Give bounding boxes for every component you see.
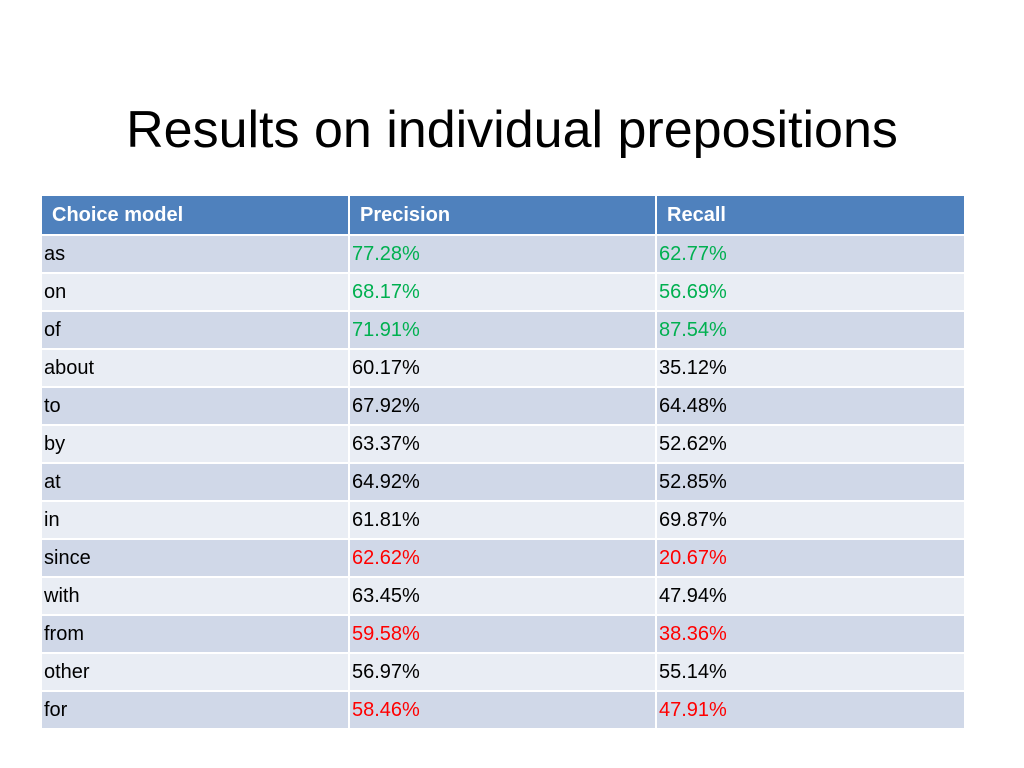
recall-cell: 52.62% (656, 425, 964, 464)
table-header-row: Choice model Precision Recall (42, 196, 964, 236)
row-label-cell: by (42, 425, 350, 464)
table-body: as 77.28% 62.77% on 68.17% 56.69% of 71.91% 87.5… (42, 235, 964, 730)
recall-cell: 20.67% (656, 539, 964, 578)
precision-cell: 63.37% (349, 425, 657, 464)
recall-cell: 55.14% (656, 653, 964, 692)
precision-cell: 67.92% (349, 387, 657, 426)
recall-cell: 52.85% (656, 463, 964, 502)
table-row: since 62.62% 20.67% (42, 539, 964, 578)
recall-cell: 69.87% (656, 501, 964, 540)
recall-cell: 47.91% (656, 691, 964, 730)
recall-cell: 38.36% (656, 615, 964, 654)
table-row: as 77.28% 62.77% (42, 235, 964, 274)
table-row: to 67.92% 64.48% (42, 387, 964, 426)
table-row: for 58.46% 47.91% (42, 691, 964, 730)
precision-cell: 77.28% (349, 235, 657, 274)
recall-cell: 62.77% (656, 235, 964, 274)
table-row: about 60.17% 35.12% (42, 349, 964, 388)
table-row: from 59.58% 38.36% (42, 615, 964, 654)
precision-cell: 61.81% (349, 501, 657, 540)
precision-cell: 63.45% (349, 577, 657, 616)
row-label-cell: on (42, 273, 350, 312)
table-row: other 56.97% 55.14% (42, 653, 964, 692)
row-label-cell: as (42, 235, 350, 274)
row-label-cell: with (42, 577, 350, 616)
column-header-recall: Recall (656, 196, 964, 236)
precision-cell: 68.17% (349, 273, 657, 312)
recall-cell: 47.94% (656, 577, 964, 616)
recall-cell: 64.48% (656, 387, 964, 426)
table-row: on 68.17% 56.69% (42, 273, 964, 312)
row-label-cell: about (42, 349, 350, 388)
row-label-cell: at (42, 463, 350, 502)
slide-title: Results on individual prepositions (126, 101, 898, 159)
precision-cell: 58.46% (349, 691, 657, 730)
recall-cell: 35.12% (656, 349, 964, 388)
precision-cell: 60.17% (349, 349, 657, 388)
row-label-cell: to (42, 387, 350, 426)
precision-cell: 56.97% (349, 653, 657, 692)
precision-cell: 62.62% (349, 539, 657, 578)
precision-cell: 59.58% (349, 615, 657, 654)
row-label-cell: other (42, 653, 350, 692)
precision-cell: 64.92% (349, 463, 657, 502)
table-row: by 63.37% 52.62% (42, 425, 964, 464)
column-header-precision: Precision (349, 196, 657, 236)
recall-cell: 56.69% (656, 273, 964, 312)
row-label-cell: since (42, 539, 350, 578)
results-table: Choice model Precision Recall as 77.28% 62… (42, 196, 964, 730)
table-row: in 61.81% 69.87% (42, 501, 964, 540)
row-label-cell: of (42, 311, 350, 350)
table-row: at 64.92% 52.85% (42, 463, 964, 502)
table-row: with 63.45% 47.94% (42, 577, 964, 616)
recall-cell: 87.54% (656, 311, 964, 350)
table-row: of 71.91% 87.54% (42, 311, 964, 350)
row-label-cell: in (42, 501, 350, 540)
column-header-choice-model: Choice model (42, 196, 350, 236)
row-label-cell: from (42, 615, 350, 654)
precision-cell: 71.91% (349, 311, 657, 350)
row-label-cell: for (42, 691, 350, 730)
